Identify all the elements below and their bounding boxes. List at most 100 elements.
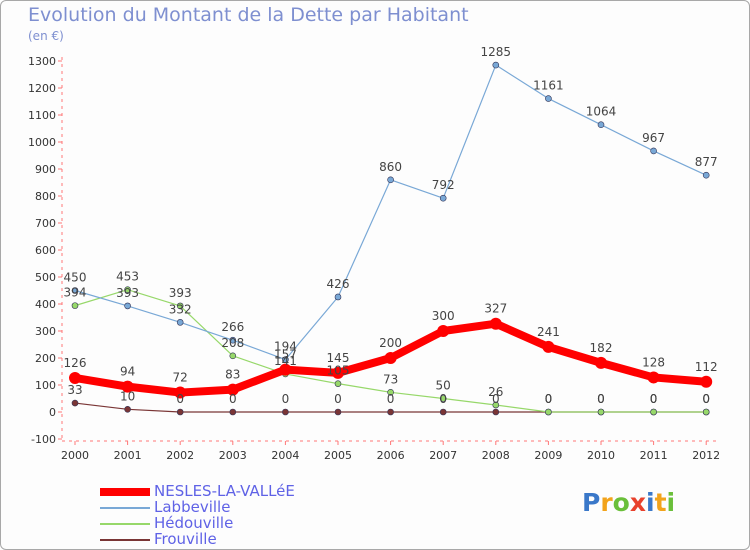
legend-swatch-nesles xyxy=(100,488,150,496)
data-label-0: 126 xyxy=(64,356,87,370)
data-label-2: 105 xyxy=(327,364,350,378)
y-tick-label: 900 xyxy=(35,163,56,176)
logo-letter: r xyxy=(600,488,613,517)
y-tick-label: 800 xyxy=(35,190,56,203)
y-tick-label: 700 xyxy=(35,217,56,230)
x-tick-label: 2010 xyxy=(587,449,615,462)
data-point-0 xyxy=(332,366,344,379)
data-label-3: 0 xyxy=(650,392,658,406)
legend-label-hedouville: Hédouville xyxy=(154,514,234,532)
unit-label: (en €) xyxy=(28,29,64,43)
data-label-2: 393 xyxy=(169,286,192,300)
data-label-2: 141 xyxy=(274,354,297,368)
data-label-2: 0 xyxy=(702,392,710,406)
y-tick-label: 600 xyxy=(35,244,56,257)
data-label-1: 194 xyxy=(274,340,297,354)
data-point-0 xyxy=(279,363,292,376)
x-tick-label: 2003 xyxy=(219,449,247,462)
data-label-1: 860 xyxy=(379,160,402,174)
data-point-2 xyxy=(387,388,394,396)
data-point-2 xyxy=(71,302,79,309)
x-tick-label: 2004 xyxy=(271,449,299,462)
data-point-0 xyxy=(489,317,502,330)
y-tick-label: 1100 xyxy=(28,109,56,122)
x-tick-label: 2009 xyxy=(534,449,562,462)
y-tick-label: 100 xyxy=(35,379,56,392)
data-point-1 xyxy=(439,194,447,202)
y-tick-label: 400 xyxy=(35,298,56,311)
data-label-2: 0 xyxy=(650,392,658,406)
data-point-2 xyxy=(229,352,237,360)
data-point-1 xyxy=(124,302,131,310)
logo-letter: i xyxy=(646,488,655,517)
data-point-3 xyxy=(334,408,342,416)
data-label-0: 145 xyxy=(327,351,350,365)
data-label-2: 453 xyxy=(116,270,139,284)
data-point-0 xyxy=(384,352,397,364)
logo-letter: P xyxy=(582,488,601,517)
data-label-3: 0 xyxy=(597,392,605,406)
legend-label-frouville: Frouville xyxy=(154,530,217,548)
data-point-2 xyxy=(597,408,605,416)
data-point-1 xyxy=(176,319,184,326)
data-label-2: 26 xyxy=(488,385,503,399)
data-point-0 xyxy=(700,375,713,388)
data-label-0: 128 xyxy=(642,355,665,369)
data-point-1 xyxy=(702,171,710,179)
data-label-3: 0 xyxy=(702,392,710,406)
data-point-3 xyxy=(124,405,131,413)
y-tick-label: 200 xyxy=(35,352,56,365)
y-tick-label: 1300 xyxy=(28,55,56,68)
legend-swatch-labbeville xyxy=(100,507,150,509)
data-label-2: 0 xyxy=(545,392,553,406)
data-label-0: 72 xyxy=(173,371,188,385)
data-label-1: 426 xyxy=(327,277,350,291)
data-label-0: 94 xyxy=(120,365,135,379)
data-point-0 xyxy=(226,383,239,396)
data-point-3 xyxy=(439,408,447,416)
chart-title: Evolution du Montant de la Dette par Hab… xyxy=(28,4,469,26)
data-label-2: 394 xyxy=(64,286,87,300)
data-label-2: 50 xyxy=(436,379,451,393)
data-label-1: 792 xyxy=(432,178,455,192)
data-point-1 xyxy=(334,293,342,301)
y-tick-label: 1200 xyxy=(28,82,56,95)
y-tick-label: -100 xyxy=(31,433,56,446)
data-point-2 xyxy=(492,401,500,409)
data-point-0 xyxy=(647,371,660,384)
data-label-3: 0 xyxy=(176,392,184,406)
data-label-3: 0 xyxy=(492,392,500,406)
data-label-0: 241 xyxy=(537,325,560,339)
data-label-0: 182 xyxy=(590,341,613,355)
x-tick-label: 2011 xyxy=(640,449,668,462)
data-point-1 xyxy=(387,176,394,184)
data-label-1: 450 xyxy=(64,271,87,285)
data-point-1 xyxy=(650,147,657,155)
data-point-3 xyxy=(176,408,184,416)
data-point-3 xyxy=(387,408,394,416)
y-tick-label: 300 xyxy=(35,325,56,338)
data-point-1 xyxy=(597,121,605,129)
data-point-3 xyxy=(282,408,289,416)
legend-swatch-frouville xyxy=(100,539,150,541)
data-label-3: 0 xyxy=(229,392,237,406)
y-tick-label: 500 xyxy=(35,271,56,284)
data-label-0: 83 xyxy=(225,368,240,382)
data-point-2 xyxy=(650,408,657,416)
x-tick-label: 2005 xyxy=(324,449,352,462)
data-point-1 xyxy=(229,336,237,344)
data-point-0 xyxy=(542,340,555,353)
x-tick-label: 2002 xyxy=(166,449,194,462)
data-point-2 xyxy=(702,408,710,416)
data-label-3: 0 xyxy=(334,392,342,406)
data-point-0 xyxy=(121,380,134,393)
legend-label-nesles: NESLES-LA-VALLéE xyxy=(154,482,295,500)
data-point-3 xyxy=(229,408,237,416)
data-label-1: 967 xyxy=(642,131,665,145)
data-point-3 xyxy=(492,408,500,416)
data-label-3: 10 xyxy=(120,389,135,403)
data-point-2 xyxy=(439,395,447,402)
x-tick-label: 2001 xyxy=(114,449,142,462)
data-label-3: 0 xyxy=(387,392,395,406)
